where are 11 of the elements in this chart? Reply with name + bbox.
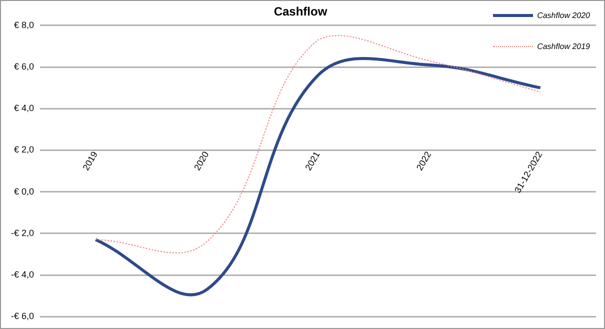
y-tick-label: € 4,0 (14, 103, 34, 114)
y-tick-label: € 8,0 (14, 20, 34, 30)
text: Cashflow 2019 (537, 42, 590, 51)
y-tick-label: -€ 2,0 (11, 228, 34, 238)
text: Cashflow 2020 (537, 11, 590, 20)
y-tick-label: -€ 4,0 (11, 269, 34, 280)
y-tick-label: € 6,0 (14, 61, 34, 72)
y-tick-label: € 0,0 (14, 186, 34, 196)
chart-title: Cashflow (274, 4, 328, 19)
y-tick-label: € 2,0 (14, 144, 34, 155)
y-tick-label: -€ 6,0 (11, 311, 34, 322)
